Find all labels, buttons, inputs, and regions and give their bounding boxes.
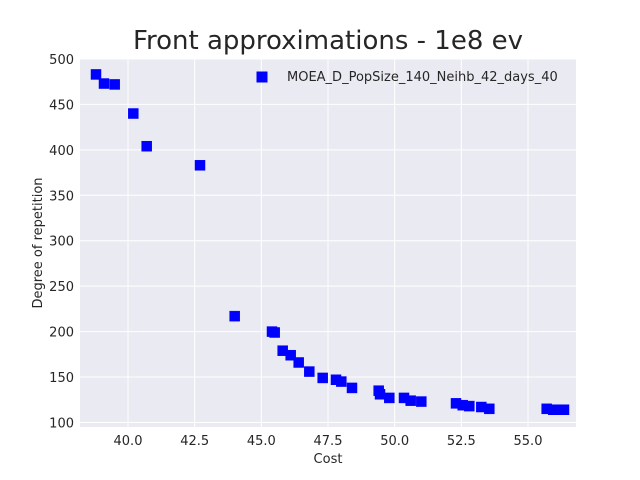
data-point	[90, 69, 102, 80]
y-tick-label: 150	[49, 371, 74, 386]
x-tick-label: 47.5	[314, 434, 343, 449]
y-tick-label: 450	[49, 98, 74, 113]
chart-title: Front approximations - 1e8 ev	[133, 26, 523, 56]
y-tick-label: 300	[49, 235, 74, 250]
data-point	[98, 78, 110, 89]
y-tick-label: 100	[49, 416, 74, 431]
legend-label: MOEA_D_PopSize_140_Neihb_42_days_40	[287, 70, 558, 85]
data-point	[293, 357, 304, 368]
x-tick-label: 52.5	[447, 434, 476, 449]
data-points	[90, 69, 570, 415]
data-point	[141, 140, 152, 152]
data-point	[336, 376, 347, 387]
data-point	[484, 403, 495, 415]
data-point	[304, 366, 315, 377]
data-point	[109, 79, 120, 90]
grid	[80, 58, 576, 427]
y-tick-label: 500	[49, 53, 74, 68]
data-point	[464, 400, 475, 412]
y-tick-label: 400	[49, 144, 74, 159]
y-tick-label: 250	[49, 280, 74, 295]
data-point	[317, 372, 328, 384]
data-point	[384, 392, 395, 404]
data-point	[346, 382, 358, 394]
x-tick-label: 40.0	[114, 434, 143, 449]
x-tick-label: 42.5	[180, 434, 209, 449]
x-tick-label: 55.0	[514, 434, 543, 449]
y-tick-label: 350	[49, 189, 74, 204]
y-tick-label: 200	[49, 326, 74, 341]
data-point	[269, 327, 280, 338]
data-point	[558, 404, 570, 415]
data-point	[194, 160, 206, 171]
x-tick-label: 50.0	[380, 434, 409, 449]
legend-marker	[256, 71, 268, 83]
data-point	[405, 395, 416, 406]
data-point	[128, 108, 139, 119]
x-tick-label: 45.0	[247, 434, 276, 449]
data-point	[229, 310, 240, 322]
legend: MOEA_D_PopSize_140_Neihb_42_days_40	[256, 70, 558, 85]
y-axis-label: Degree of repetition	[31, 177, 46, 308]
data-point	[374, 389, 386, 400]
x-axis-label: Cost	[314, 452, 343, 467]
y-axis-ticks: 100 150 200 250 300 350 400 450 500	[49, 53, 74, 431]
data-point	[416, 396, 427, 407]
data-point	[285, 349, 296, 361]
x-axis-ticks: 40.0 42.5 45.0 47.5 50.0 52.5 55.0	[114, 434, 543, 449]
